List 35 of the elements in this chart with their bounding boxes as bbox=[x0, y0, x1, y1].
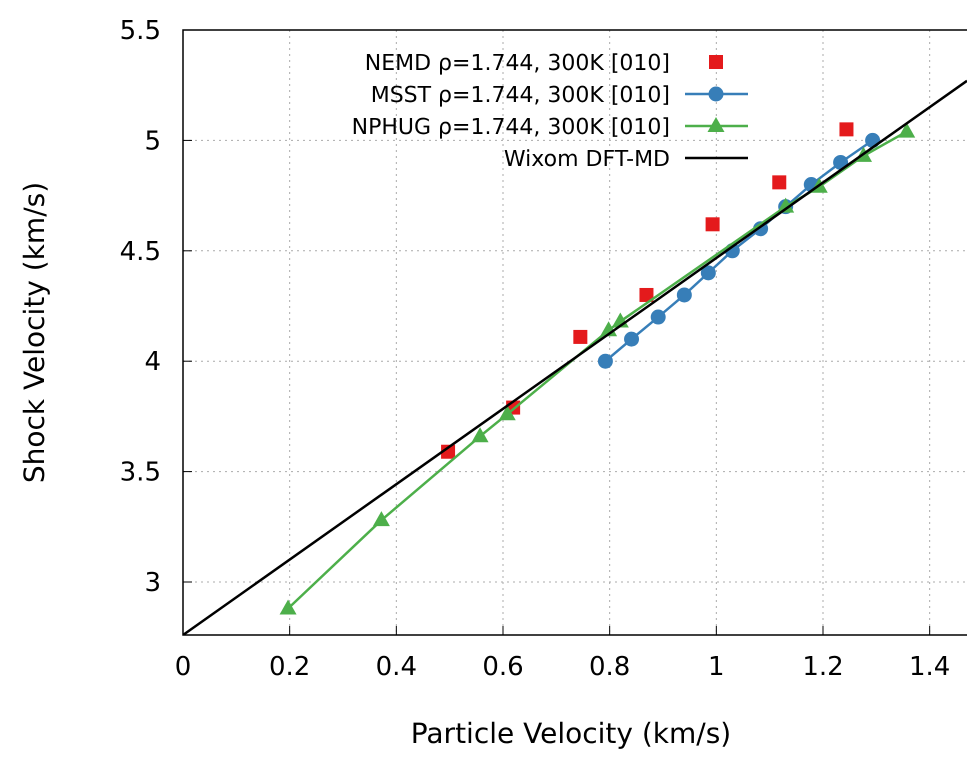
legend-label: NEMD ρ=1.744, 300K [010] bbox=[364, 51, 670, 76]
x-axis-title: Particle Velocity (km/s) bbox=[410, 717, 732, 750]
x-tick-label: 0.6 bbox=[482, 652, 524, 682]
x-tick-label: 1.2 bbox=[802, 652, 844, 682]
y-tick-label: 3.5 bbox=[120, 458, 161, 488]
point bbox=[700, 265, 716, 280]
point bbox=[280, 600, 297, 615]
point bbox=[772, 175, 786, 190]
point bbox=[639, 288, 654, 302]
point bbox=[472, 427, 489, 442]
legend-label: Wixom DFT-MD bbox=[504, 147, 670, 172]
y-tick-label: 5.5 bbox=[120, 16, 161, 46]
point bbox=[706, 217, 720, 232]
x-tick-label: 0.8 bbox=[588, 652, 630, 682]
point bbox=[676, 287, 692, 302]
point bbox=[498, 405, 516, 420]
point bbox=[839, 122, 854, 136]
y-tick-label: 4.5 bbox=[120, 236, 161, 267]
point bbox=[573, 330, 588, 344]
y-tick-label: 3 bbox=[144, 568, 161, 598]
point bbox=[598, 354, 613, 369]
y-tick-label: 5 bbox=[144, 126, 161, 156]
legend-label: MSST ρ=1.744, 300K [010] bbox=[370, 83, 670, 108]
x-tick-label: 1 bbox=[708, 652, 725, 682]
x-tick-label: 0.4 bbox=[376, 652, 418, 682]
point bbox=[372, 511, 390, 526]
point bbox=[650, 310, 666, 325]
point bbox=[624, 332, 640, 347]
legend-label: NPHUG ρ=1.744, 300K [010] bbox=[352, 115, 670, 140]
point bbox=[898, 122, 916, 138]
x-tick-label: 1.4 bbox=[908, 652, 950, 682]
y-axis-title: Shock Velocity (km/s) bbox=[18, 182, 51, 484]
y-tick-label: 4 bbox=[144, 347, 161, 378]
x-tick-label: 0.2 bbox=[268, 652, 310, 682]
x-tick-label: 0 bbox=[174, 652, 192, 682]
